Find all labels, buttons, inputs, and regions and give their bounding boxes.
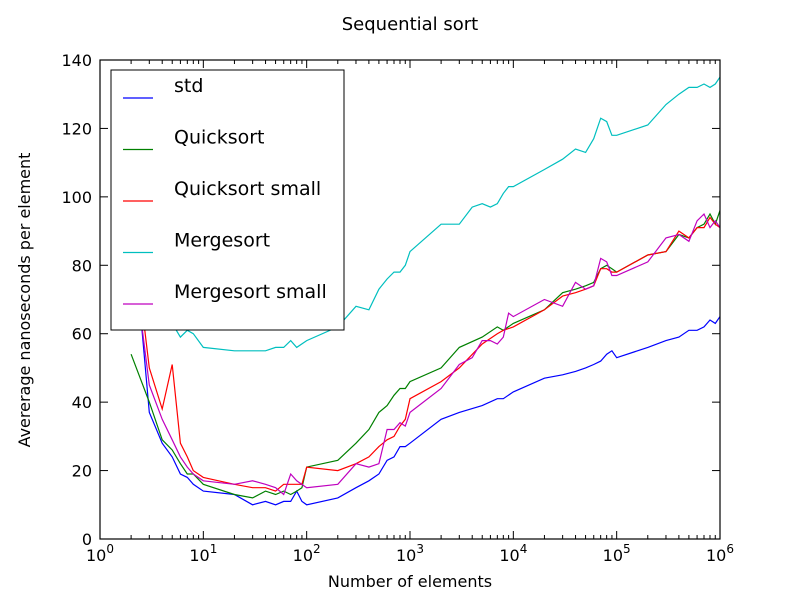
- legend-label: std: [174, 75, 203, 97]
- series-line-mergesort-small: [140, 212, 720, 496]
- y-axis: 0 20 40 60 80 100 120 140: [61, 51, 720, 549]
- y-tick-label: 20: [72, 462, 92, 481]
- x-tick-label: 105: [603, 542, 631, 565]
- y-tick-label: 140: [61, 51, 92, 70]
- y-tick-label: 100: [61, 188, 92, 207]
- series-lines: [130, 76, 720, 506]
- x-tick-label: 100: [86, 542, 114, 565]
- legend-label: Mergesort small: [174, 281, 327, 303]
- x-tick-label: 102: [293, 542, 321, 565]
- y-tick-label: 60: [72, 325, 92, 344]
- legend-box: [110, 69, 345, 331]
- x-tick-label: 106: [706, 542, 734, 565]
- y-tick-label: 40: [72, 393, 92, 412]
- series-line-std: [130, 265, 720, 506]
- y-axis-label: Avererage nanoseconds per element: [15, 153, 34, 448]
- x-axis-label: Number of elements: [328, 572, 492, 591]
- x-axis: 100 101 102 103 104 105 106: [86, 60, 734, 565]
- legend-label: Quicksort: [174, 127, 265, 149]
- legend-label: Mergesort: [174, 230, 270, 252]
- series-line-mergesort: [148, 76, 720, 352]
- legend: std Quicksort Quicksort small Mergesort Merg…: [110, 69, 345, 331]
- series-line-quicksort-small: [140, 216, 720, 492]
- x-tick-label: 103: [396, 542, 424, 565]
- y-tick-label: 80: [72, 256, 92, 275]
- x-tick-label: 101: [189, 542, 217, 565]
- y-tick-label: 120: [61, 119, 92, 138]
- chart-title: Sequential sort: [342, 14, 478, 35]
- x-tick-label: 104: [499, 542, 527, 565]
- legend-label: Quicksort small: [174, 178, 321, 200]
- y-tick-label: 0: [82, 530, 92, 549]
